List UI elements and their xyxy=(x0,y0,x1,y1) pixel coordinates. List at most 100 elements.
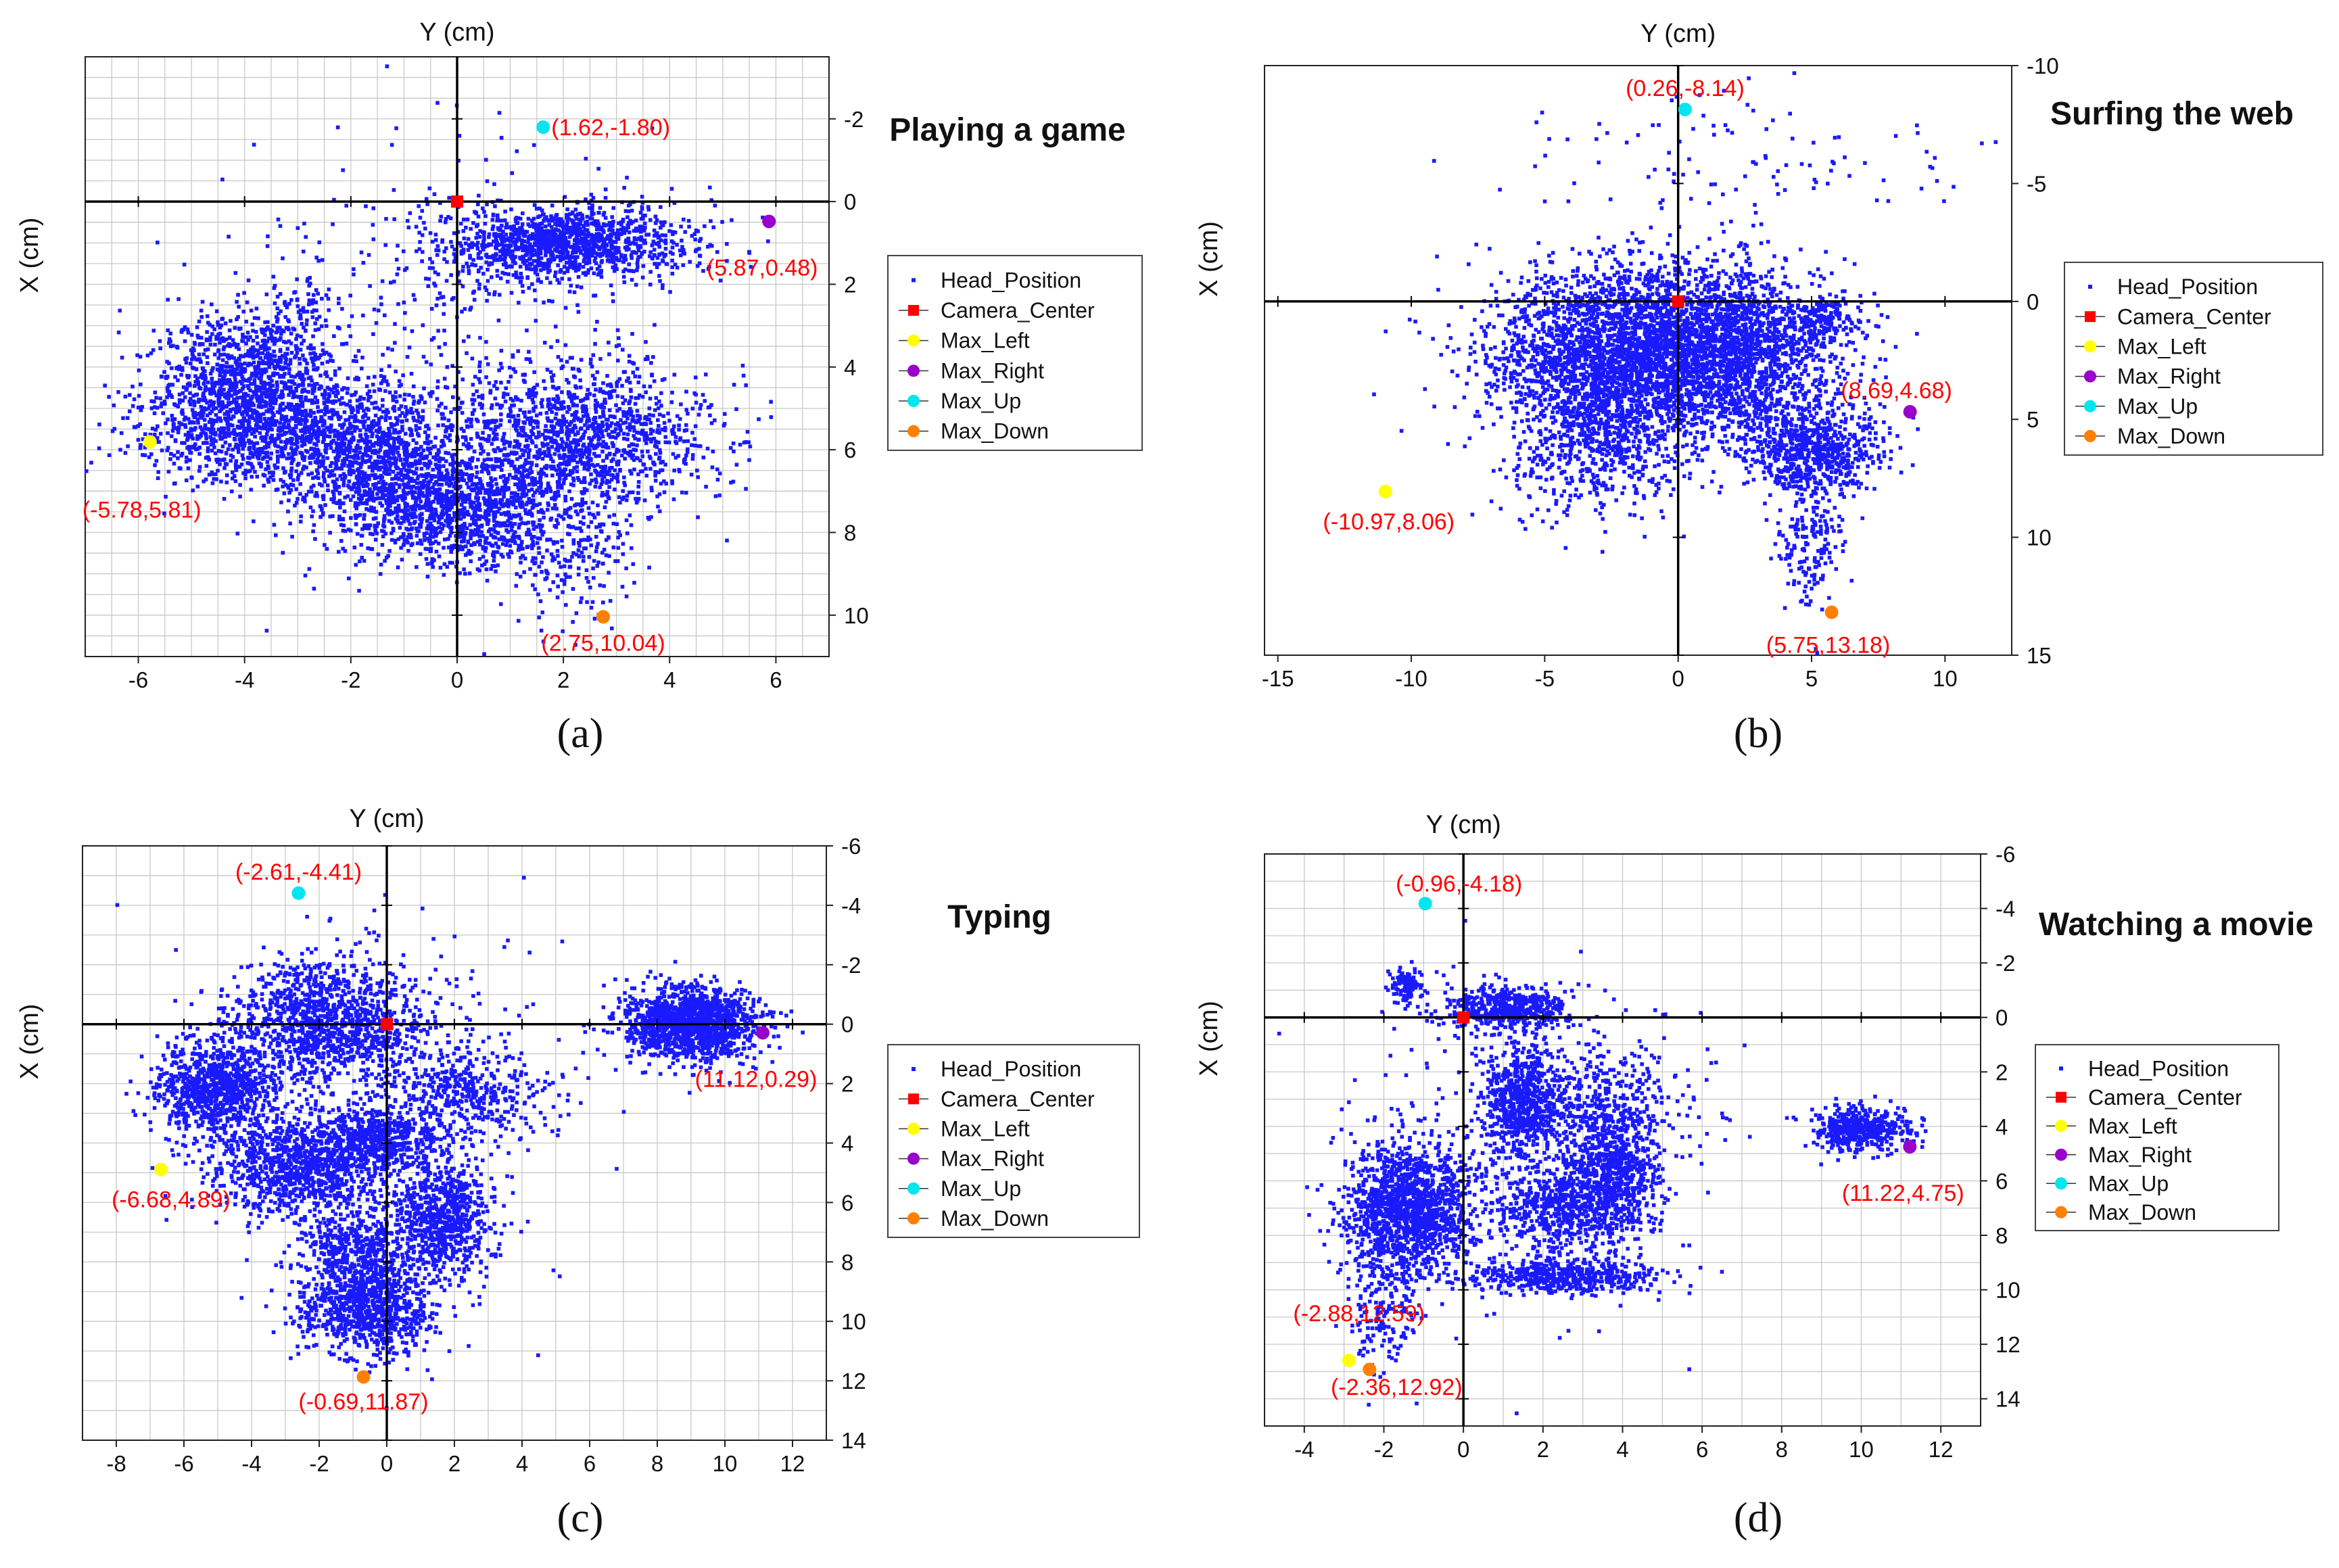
head-position-point xyxy=(342,410,347,414)
head-position-point xyxy=(640,275,645,280)
head-position-point xyxy=(415,481,419,485)
head-position-point xyxy=(225,462,229,467)
head-position-point xyxy=(358,559,362,563)
head-position-point xyxy=(663,239,667,243)
head-position-point xyxy=(576,566,581,571)
head-position-point xyxy=(264,419,268,423)
head-position-point xyxy=(436,248,441,253)
head-position-point xyxy=(531,253,536,257)
head-position-point xyxy=(683,230,688,234)
head-position-point xyxy=(398,525,402,530)
head-position-point xyxy=(338,474,343,478)
head-position-point xyxy=(494,243,498,247)
head-position-point xyxy=(580,231,584,235)
head-position-point xyxy=(433,444,438,449)
head-position-point xyxy=(607,515,611,519)
head-position-point xyxy=(161,411,166,415)
head-position-point xyxy=(421,409,425,413)
head-position-point xyxy=(275,383,279,388)
head-position-point xyxy=(314,367,318,372)
head-position-point xyxy=(318,373,323,378)
head-position-point xyxy=(332,399,337,404)
head-position-point xyxy=(250,414,254,419)
head-position-point xyxy=(166,328,170,333)
head-position-point xyxy=(408,522,412,526)
head-position-point xyxy=(317,482,322,486)
head-position-point xyxy=(310,433,314,437)
head-position-point xyxy=(373,466,378,471)
head-position-point xyxy=(424,556,429,561)
head-position-point xyxy=(335,389,339,393)
head-position-point xyxy=(279,403,283,408)
head-position-point xyxy=(482,458,487,462)
head-position-point xyxy=(472,500,476,504)
head-position-point xyxy=(487,235,491,239)
head-position-point xyxy=(227,336,232,340)
head-position-point xyxy=(630,250,635,255)
head-position-point xyxy=(584,247,588,252)
head-position-point xyxy=(544,250,548,254)
head-position-point xyxy=(447,195,451,200)
head-position-point xyxy=(232,367,236,372)
head-position-point xyxy=(394,258,399,262)
head-position-point xyxy=(359,366,364,371)
head-position-point xyxy=(259,377,263,381)
head-position-point xyxy=(593,256,598,260)
head-position-point xyxy=(349,516,353,520)
head-position-point xyxy=(321,348,325,352)
head-position-point xyxy=(419,492,424,497)
head-position-point xyxy=(575,255,580,259)
head-position-point xyxy=(509,232,513,236)
head-position-point xyxy=(554,214,559,218)
head-position-point xyxy=(216,356,221,360)
head-position-point xyxy=(512,240,516,244)
head-position-point xyxy=(460,268,465,273)
head-position-point xyxy=(287,371,291,375)
head-position-point xyxy=(597,231,601,236)
head-position-point xyxy=(590,208,594,213)
head-position-point xyxy=(431,467,435,472)
head-position-point xyxy=(274,488,279,492)
head-position-point xyxy=(648,250,653,254)
head-position-point xyxy=(203,373,208,378)
head-position-point xyxy=(697,247,701,251)
head-position-point xyxy=(275,450,280,454)
head-position-point xyxy=(254,306,259,311)
head-position-point xyxy=(158,346,162,350)
head-position-point xyxy=(348,469,352,473)
head-position-point xyxy=(207,387,211,391)
head-position-point xyxy=(515,239,519,243)
head-position-point xyxy=(299,334,303,339)
head-position-point xyxy=(525,276,529,280)
head-position-point xyxy=(421,250,425,254)
head-position-point xyxy=(546,218,550,222)
head-position-point xyxy=(325,374,329,379)
head-position-point xyxy=(388,462,392,467)
head-position-point xyxy=(366,417,371,421)
head-position-point xyxy=(546,237,551,241)
head-position-point xyxy=(378,572,383,576)
head-position-point xyxy=(190,476,194,480)
head-position-point xyxy=(174,426,179,430)
head-position-point xyxy=(317,465,321,469)
head-position-point xyxy=(636,255,641,259)
head-position-point xyxy=(198,425,203,429)
head-position-point xyxy=(638,243,642,248)
head-position-point xyxy=(595,266,600,271)
head-position-point xyxy=(276,364,280,369)
head-position-point xyxy=(627,230,632,235)
head-position-point xyxy=(252,381,257,385)
head-position-point xyxy=(237,409,242,414)
head-position-point xyxy=(162,370,166,374)
head-position-point xyxy=(586,233,590,238)
head-position-point xyxy=(596,221,600,226)
head-position-point xyxy=(207,404,212,408)
head-position-point xyxy=(457,279,461,283)
head-position-point xyxy=(491,224,496,229)
head-position-point xyxy=(557,281,561,285)
head-position-point xyxy=(262,384,267,388)
head-position-point xyxy=(554,249,559,254)
head-position-point xyxy=(266,357,270,361)
head-position-point xyxy=(140,404,145,409)
head-position-point xyxy=(560,230,564,234)
